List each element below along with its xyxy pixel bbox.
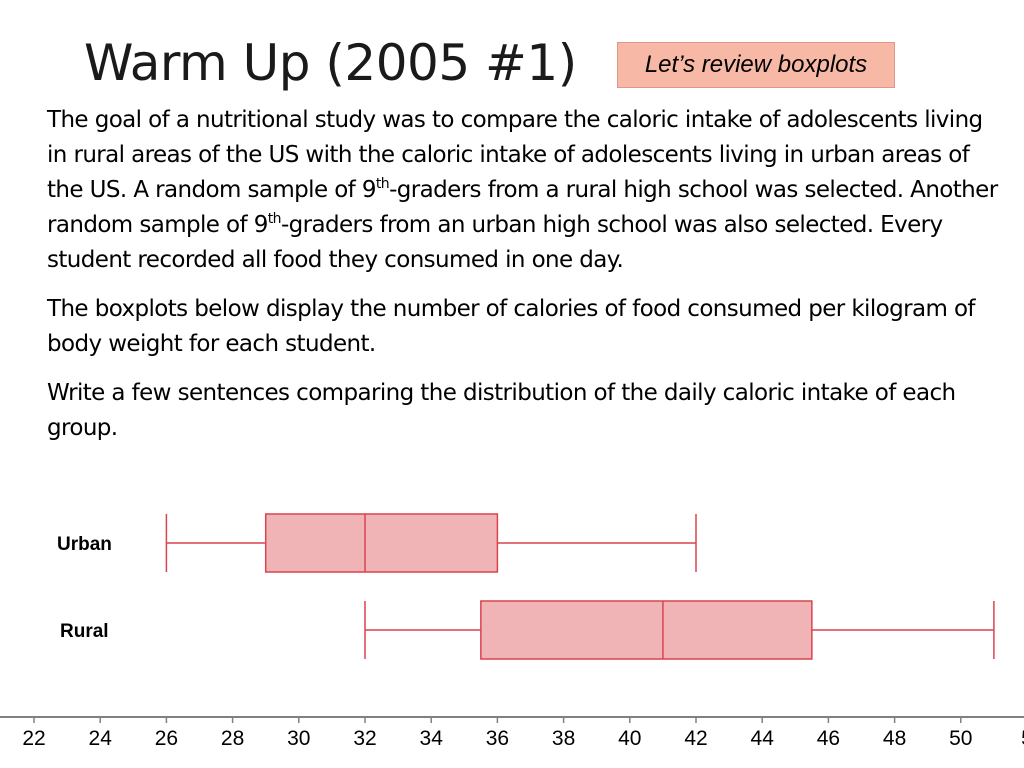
paragraph-1-part-c: -graders from an urban high school was a… xyxy=(47,212,943,273)
paragraph-1-part-b: -graders from a rural high school was se… xyxy=(47,177,998,238)
x-tick-label: 40 xyxy=(618,727,641,750)
x-tick-label: 34 xyxy=(420,727,444,750)
rural-label: Rural xyxy=(60,621,109,642)
x-tick-label: 42 xyxy=(684,727,707,750)
x-tick-label: 32 xyxy=(353,727,376,750)
slide-title: Warm Up (2005 #1) xyxy=(84,34,577,92)
x-tick-label: 38 xyxy=(552,727,575,750)
x-tick-label: 50 xyxy=(949,727,972,750)
x-tick-label: 22 xyxy=(22,727,45,750)
rural-box xyxy=(480,600,813,660)
urban-label: Urban xyxy=(57,534,112,555)
x-tick-label: 5 xyxy=(1021,727,1024,750)
x-tick-label: 44 xyxy=(751,727,775,750)
paragraph-1-part-a: The goal of a nutritional study was to c… xyxy=(47,107,983,203)
superscript-th: th xyxy=(267,211,282,227)
x-tick-label: 26 xyxy=(155,727,178,750)
paragraph-3: Write a few sentences comparing the dist… xyxy=(47,380,956,441)
x-tick-label: 24 xyxy=(89,727,113,750)
paragraph-1: The goal of a nutritional study was to c… xyxy=(47,103,1007,278)
question-text: The goal of a nutritional study was to c… xyxy=(47,103,1007,460)
x-tick-label: 36 xyxy=(486,727,509,750)
review-badge: Let’s review boxplots xyxy=(617,42,895,88)
superscript-th: th xyxy=(375,176,390,192)
x-tick-label: 48 xyxy=(883,727,906,750)
x-tick-label: 30 xyxy=(287,727,310,750)
urban-box xyxy=(264,513,499,573)
x-tick-label: 46 xyxy=(817,727,840,750)
x-tick-label: 28 xyxy=(221,727,244,750)
paragraph-2: The boxplots below display the number of… xyxy=(47,296,976,357)
